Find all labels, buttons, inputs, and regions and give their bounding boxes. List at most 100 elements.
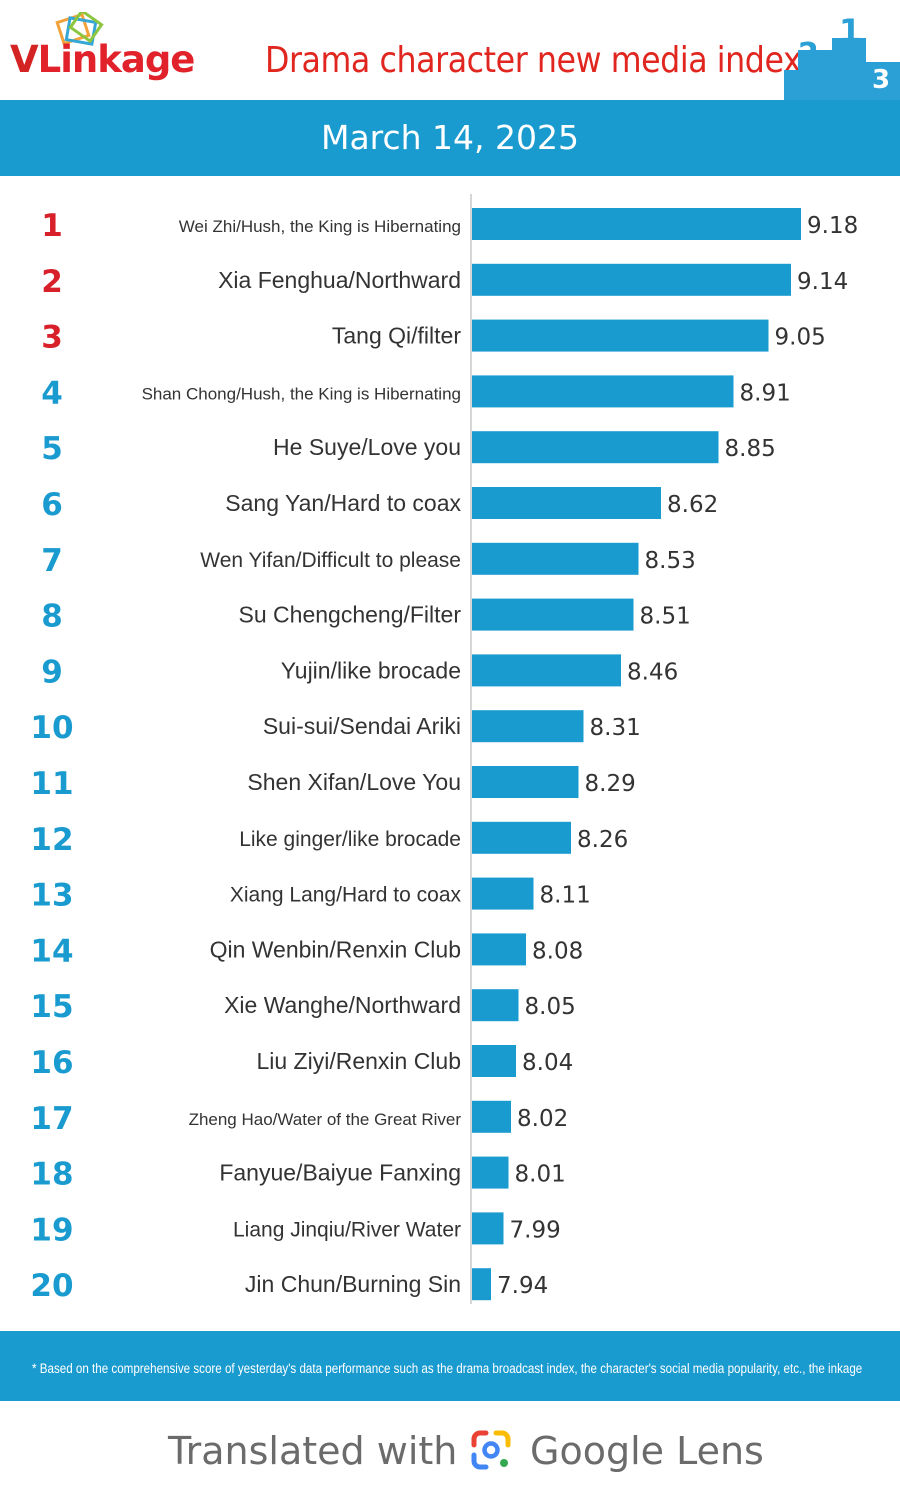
category-label: Sui-sui/Sendai Ariki: [263, 713, 461, 739]
ranking-chart: 1 Wei Zhi/Hush, the King is Hibernating 9.…: [0, 176, 900, 1331]
rank-label: 5: [41, 431, 63, 467]
bar-chart-svg: 1 Wei Zhi/Hush, the King is Hibernating 9.…: [30, 194, 858, 1304]
rank-label: 3: [41, 320, 63, 356]
category-label: Shen Xifan/Love You: [247, 769, 461, 795]
rank-label: 13: [30, 878, 73, 914]
logo-frames-icon: [55, 12, 104, 46]
value-label: 8.08: [532, 938, 583, 964]
report-date: March 14, 2025: [320, 118, 580, 157]
bar: [472, 431, 719, 464]
value-label: 8.26: [577, 827, 628, 853]
value-label: 8.85: [725, 436, 776, 462]
bar: [472, 989, 519, 1022]
google-lens-icon: [471, 1430, 511, 1470]
page-title: Drama character new media index: [265, 40, 802, 81]
category-label: Xie Wanghe/Northward: [224, 992, 461, 1018]
bar: [472, 766, 579, 798]
rank-label: 9: [41, 654, 63, 690]
logo-text: VLinkage: [10, 38, 196, 81]
category-label: Wen Yifan/Difficult to please: [200, 549, 461, 572]
footnote: * Based on the comprehensive score of ye…: [32, 1361, 863, 1376]
rank-label: 16: [30, 1045, 73, 1081]
date-band: [0, 100, 900, 176]
logo-letter-v: V: [10, 38, 39, 81]
footer-band: [0, 1331, 900, 1401]
value-label: 8.62: [667, 492, 718, 518]
rank-label: 17: [30, 1101, 73, 1137]
value-label: 7.94: [497, 1273, 548, 1299]
rank-label: 2: [41, 264, 63, 300]
value-label: 8.46: [627, 659, 678, 685]
logo-letters-rest: Linkage: [37, 38, 196, 81]
translated-with-label: Translated with: [168, 1429, 458, 1473]
rank-label: 7: [41, 543, 63, 579]
category-label: Xia Fenghua/Northward: [218, 267, 461, 293]
value-label: 9.18: [807, 213, 858, 239]
bar: [472, 487, 661, 519]
podium-label-2: 2: [798, 37, 819, 72]
value-label: 8.02: [517, 1106, 568, 1132]
podium-label-1: 1: [839, 14, 861, 50]
category-label: Like ginger/like brocade: [239, 828, 461, 851]
value-label: 8.53: [645, 548, 696, 574]
bar: [472, 933, 526, 966]
category-label: Su Chengcheng/Filter: [239, 602, 462, 628]
bar: [472, 1045, 516, 1077]
rank-label: 4: [41, 375, 63, 411]
value-label: 8.91: [740, 380, 791, 406]
rank-label: 19: [30, 1212, 73, 1248]
rank-label: 6: [41, 487, 63, 523]
bar: [472, 263, 791, 296]
rank-label: 20: [30, 1268, 73, 1304]
category-label: Xiang Lang/Hard to coax: [230, 884, 462, 907]
value-label: 9.05: [775, 325, 826, 351]
bar: [472, 1100, 511, 1133]
rank-label: 14: [30, 933, 73, 969]
category-label: Sang Yan/Hard to coax: [225, 490, 461, 516]
rank-label: 11: [30, 766, 73, 802]
bar: [472, 1212, 504, 1245]
translation-banner: Translated with Google Lens: [0, 1401, 900, 1501]
bar: [472, 542, 639, 575]
category-label: He Suye/Love you: [273, 434, 461, 460]
category-label: Yujin/like brocade: [281, 657, 461, 683]
google-lens-label: Google Lens: [530, 1429, 764, 1473]
rank-label: 18: [30, 1157, 73, 1193]
bar: [472, 208, 801, 240]
value-label: 7.99: [510, 1217, 561, 1243]
bar: [472, 375, 734, 408]
value-label: 8.29: [585, 771, 636, 797]
header: VLinkage Drama character new media index…: [0, 0, 900, 102]
podium-icon: 2 1 3: [784, 14, 900, 102]
category-label: Liu Ziyi/Renxin Club: [256, 1048, 461, 1074]
rank-label: 8: [41, 599, 63, 635]
category-label: Jin Chun/Burning Sin: [245, 1271, 461, 1297]
value-label: 8.11: [540, 883, 591, 909]
value-label: 8.04: [522, 1050, 573, 1076]
category-label: Qin Wenbin/Renxin Club: [210, 936, 461, 962]
category-label: Shan Chong/Hush, the King is Hibernating: [142, 384, 461, 403]
category-label: Tang Qi/filter: [332, 323, 461, 349]
bar: [472, 1156, 509, 1189]
value-label: 8.01: [515, 1162, 566, 1188]
value-label: 8.31: [590, 715, 641, 741]
category-label: Liang Jinqiu/River Water: [233, 1218, 461, 1241]
value-label: 8.05: [525, 994, 576, 1020]
bar: [472, 877, 534, 910]
bar: [472, 654, 621, 687]
podium-label-3: 3: [872, 65, 890, 95]
rank-label: 1: [41, 208, 63, 244]
value-label: 9.14: [797, 269, 848, 295]
rank-label: 12: [30, 822, 73, 858]
value-label: 8.51: [640, 604, 691, 630]
bar: [472, 710, 584, 743]
rank-label: 15: [30, 989, 73, 1025]
category-label: Zheng Hao/Water of the Great River: [189, 1110, 462, 1129]
bar: [472, 821, 571, 854]
bar: [472, 598, 634, 631]
rank-label: 10: [30, 710, 73, 746]
category-label: Fanyue/Baiyue Fanxing: [219, 1160, 461, 1186]
bar: [472, 1268, 491, 1301]
category-label: Wei Zhi/Hush, the King is Hibernating: [179, 217, 461, 236]
bar: [472, 319, 769, 352]
